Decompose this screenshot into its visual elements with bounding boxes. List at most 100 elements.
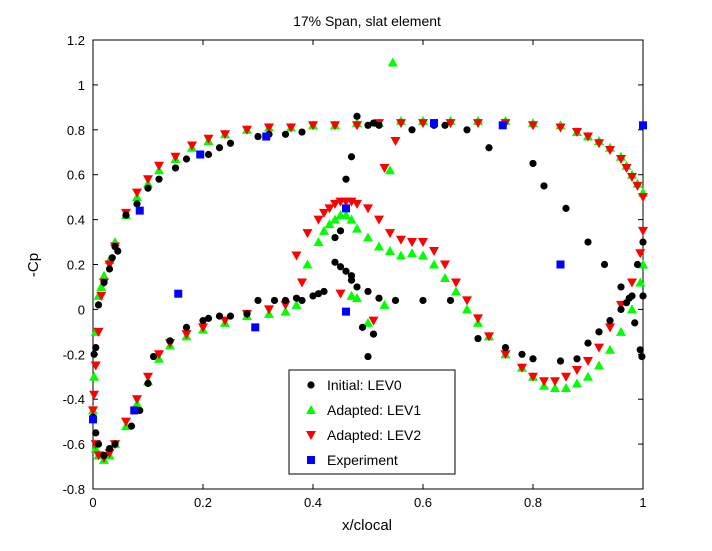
data-point [331, 233, 339, 242]
y-tick-label: -0.8 [63, 482, 85, 497]
data-point [135, 206, 144, 215]
data-point [529, 355, 537, 363]
y-tick-label: 1.2 [67, 33, 85, 48]
data-point [451, 278, 461, 288]
data-point [572, 366, 582, 376]
data-point [308, 121, 318, 131]
data-point [313, 215, 324, 225]
data-point [407, 248, 417, 258]
data-point [550, 377, 560, 387]
data-point [358, 323, 367, 331]
data-point [144, 184, 152, 192]
data-point [292, 294, 301, 302]
data-point [100, 451, 108, 459]
x-tick-label: 0.8 [524, 495, 542, 510]
data-point [342, 267, 350, 275]
data-point [501, 343, 510, 352]
data-point [408, 126, 416, 134]
data-point [199, 317, 207, 325]
data-point [462, 304, 472, 314]
data-point [133, 200, 141, 208]
data-point [374, 215, 384, 225]
data-point [264, 305, 274, 315]
data-point [104, 260, 115, 270]
data-point [122, 211, 130, 219]
data-point [473, 119, 483, 129]
data-point [171, 164, 180, 172]
data-point [181, 330, 192, 340]
data-point [584, 238, 592, 246]
data-point [90, 361, 101, 371]
data-point [347, 272, 356, 280]
data-point [621, 163, 632, 173]
data-point [187, 141, 197, 151]
data-point [583, 132, 593, 142]
data-point [319, 225, 329, 235]
data-point [105, 265, 114, 273]
data-point [92, 343, 100, 352]
data-point [88, 406, 98, 416]
data-point [418, 250, 428, 260]
data-point [330, 199, 340, 209]
data-point [93, 327, 104, 337]
data-point [441, 121, 449, 129]
data-point [182, 155, 191, 163]
y-tick-label: -0.2 [63, 347, 85, 362]
data-point [94, 440, 103, 448]
data-point [639, 121, 647, 130]
data-point [324, 219, 335, 229]
data-point [320, 287, 328, 296]
data-point [100, 278, 108, 287]
data-point [379, 299, 390, 309]
x-tick-label: 0 [89, 495, 96, 510]
x-axis-label: x/clocal [342, 517, 392, 534]
data-point [390, 137, 401, 147]
data-point [369, 330, 378, 338]
data-point [364, 287, 372, 296]
data-point [330, 214, 340, 224]
axis-ticks: 0 0.2 0.4 0.6 0.8 1 -0.8 -0.6 -0.4 -0.2 0 0.2 0.4 0.6… [63, 33, 647, 510]
data-point [440, 260, 450, 270]
data-point [606, 317, 614, 325]
data-point [346, 214, 357, 224]
data-point [280, 306, 291, 316]
data-point [132, 188, 142, 198]
data-point [313, 237, 324, 247]
data-point [108, 254, 116, 262]
data-point [270, 296, 279, 305]
data-point [385, 246, 395, 256]
data-point [440, 272, 450, 282]
data-point [297, 278, 307, 288]
data-point [215, 144, 224, 152]
data-point [114, 247, 122, 255]
data-point [528, 121, 538, 131]
data-point [99, 270, 109, 280]
y-tick-label: 0.6 [67, 168, 85, 183]
data-point [220, 316, 230, 326]
data-point [215, 312, 224, 320]
data-point [600, 260, 609, 269]
data-point [418, 119, 428, 129]
data-point [364, 352, 372, 361]
data-point [617, 305, 625, 313]
data-point [155, 175, 163, 183]
data-point [627, 278, 637, 288]
legend: Initial: LEV0 Adapted: LEV1 Adapted: LEV2 E… [288, 369, 456, 475]
data-point [280, 300, 291, 310]
data-point [583, 357, 593, 367]
data-point [594, 360, 604, 370]
data-point [342, 204, 350, 213]
data-point [379, 163, 390, 173]
data-point [396, 119, 406, 129]
data-point [144, 379, 152, 388]
data-point [583, 371, 593, 381]
chart-title: 17% Span, slat element [293, 13, 441, 29]
legend-box [288, 369, 456, 475]
data-point [474, 334, 482, 343]
data-point [132, 395, 142, 405]
data-point [363, 204, 373, 214]
y-tick-label: 0.2 [67, 258, 85, 273]
data-point [529, 159, 537, 168]
data-point [517, 363, 527, 373]
data-point [302, 259, 313, 269]
